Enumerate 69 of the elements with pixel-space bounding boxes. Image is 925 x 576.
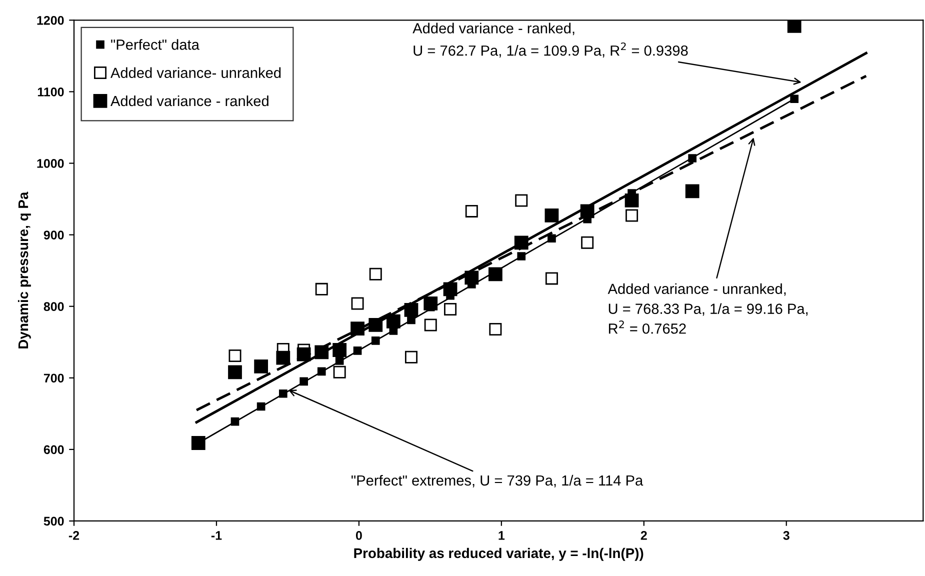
- point: [517, 252, 526, 260]
- point: [443, 282, 458, 296]
- point: [371, 336, 380, 345]
- y-tick-label: 1200: [37, 16, 64, 25]
- point: [333, 366, 346, 378]
- point: [404, 302, 418, 317]
- x-tick-label: 3: [783, 531, 790, 540]
- point: [548, 234, 556, 243]
- legend-label: Added variance - ranked: [110, 95, 268, 106]
- point: [464, 270, 479, 285]
- point: [581, 236, 594, 249]
- y-tick-label: 600: [44, 445, 64, 454]
- y-tick-label: 500: [44, 516, 64, 526]
- y-tick-label: 1000: [37, 159, 64, 168]
- y-axis-title: Dynamic pressure, q Pa: [18, 192, 31, 348]
- point: [314, 345, 329, 360]
- point: [424, 296, 438, 310]
- point: [790, 94, 799, 104]
- point: [404, 350, 418, 364]
- point: [626, 209, 638, 222]
- point: [335, 356, 344, 365]
- point: [369, 268, 382, 280]
- x-tick-label: -2: [68, 531, 80, 540]
- point: [424, 318, 437, 332]
- point: [228, 365, 242, 380]
- point: [350, 322, 364, 336]
- x-tick-label: 1: [498, 531, 505, 540]
- point: [315, 282, 328, 296]
- point: [787, 20, 802, 33]
- point: [545, 272, 558, 285]
- point: [544, 208, 559, 222]
- point: [300, 377, 308, 386]
- y-tick-label: 800: [44, 302, 64, 311]
- annotation: "Perfect" extremes, U = 739 Pa, 1/a = 114 Pa: [352, 474, 644, 488]
- annotation: Added variance - unranked, U = 768.33 Pa, 1/a = 99.16 Pa, R$^{2}$ = 0.7652: [608, 283, 808, 334]
- point: [191, 436, 206, 450]
- legend-label: Added variance- unranked: [110, 67, 281, 78]
- point: [228, 349, 242, 362]
- x-tick-label: 0: [356, 531, 362, 540]
- point: [368, 318, 383, 332]
- point: [515, 194, 528, 207]
- point: [332, 343, 347, 357]
- point: [351, 297, 364, 310]
- point: [514, 236, 528, 250]
- x-axis-title: Probability as reduced variate, y = -ln(-ln(P)): [354, 548, 644, 561]
- legend-label: "Perfect" data: [111, 39, 200, 50]
- point: [489, 322, 502, 336]
- point: [296, 347, 311, 362]
- y-tick-label: 1100: [38, 88, 64, 96]
- y-tick-label: 700: [44, 374, 64, 383]
- point: [276, 350, 290, 365]
- point: [353, 346, 362, 355]
- point: [580, 204, 594, 218]
- point: [688, 154, 697, 162]
- point: [230, 417, 240, 426]
- point: [685, 184, 700, 198]
- point: [254, 360, 268, 374]
- point: [278, 389, 288, 398]
- point: [488, 267, 502, 282]
- annotation: Added variance - ranked, U = 762.7 Pa, 1/a = 109.9 Pa, R$^{2}$ = 0.9398: [412, 22, 688, 58]
- point: [465, 204, 478, 218]
- point: [386, 314, 400, 328]
- point: [317, 367, 326, 376]
- point: [444, 302, 457, 316]
- point: [256, 402, 266, 411]
- point: [624, 194, 639, 208]
- y-tick-label: 900: [44, 230, 64, 240]
- x-tick-label: 2: [640, 531, 647, 540]
- x-tick-label: -1: [211, 531, 222, 540]
